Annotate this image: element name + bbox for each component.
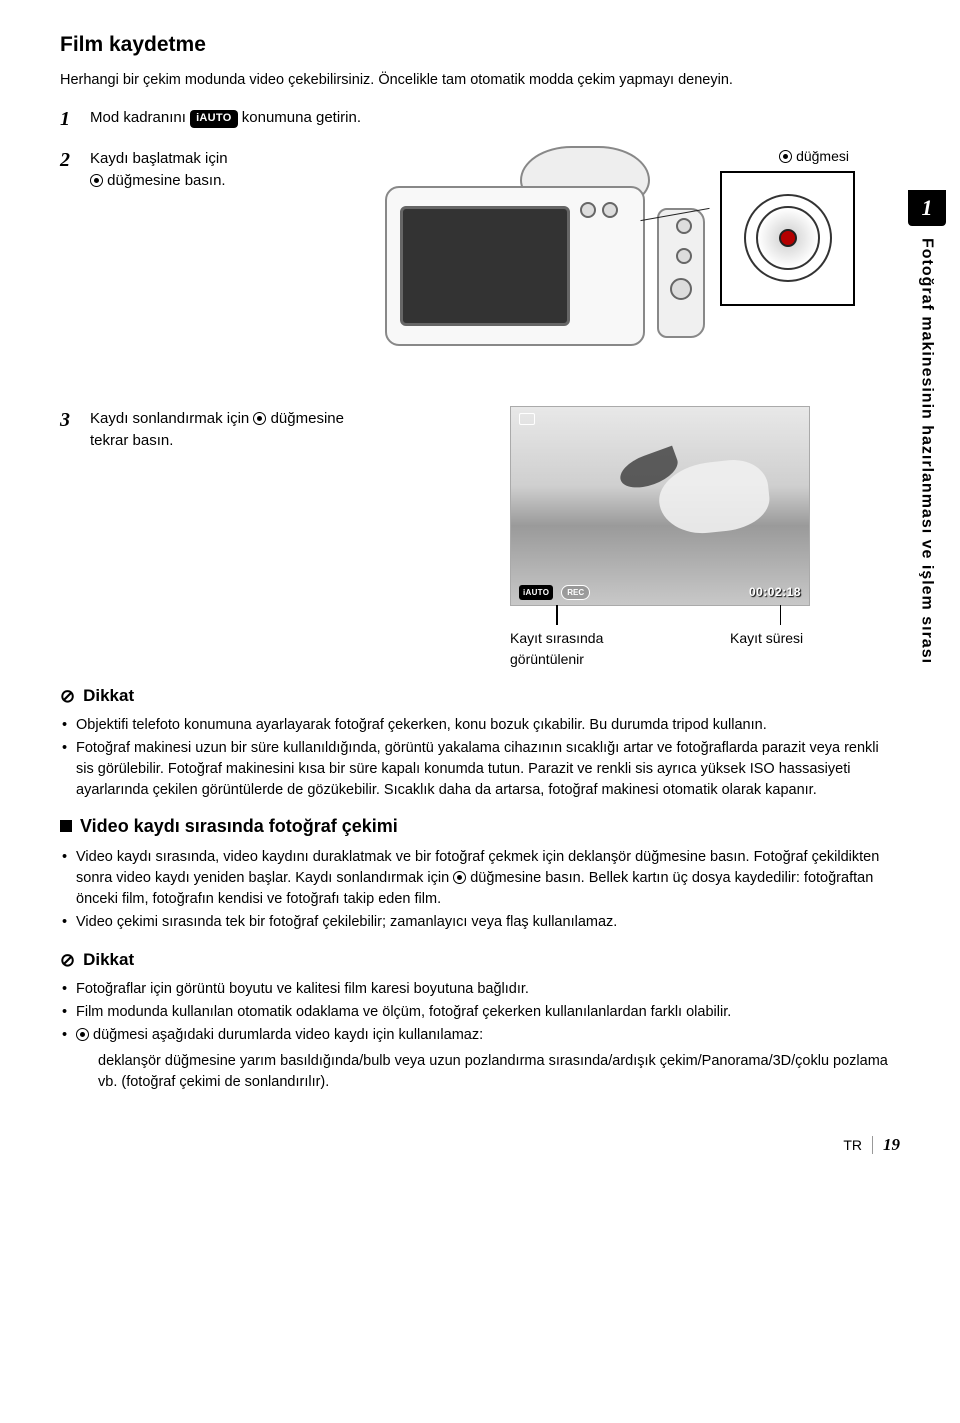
caution-icon: ⊘ bbox=[60, 683, 75, 709]
caution-label: Dikkat bbox=[83, 684, 134, 709]
footer-page: 19 bbox=[883, 1133, 900, 1158]
side-tab-number: 1 bbox=[908, 190, 946, 226]
button-zoom-illustration bbox=[720, 171, 855, 306]
intro-text: Herhangi bir çekim modunda video çekebil… bbox=[60, 70, 900, 91]
lcd-column: iAUTO REC 00:02:18 Kayıt sırasında görün… bbox=[480, 406, 810, 669]
lcd-iauto-badge: iAUTO bbox=[519, 585, 553, 601]
caution-2-b3-text: düğmesi aşağıdaki durumlarda video kaydı… bbox=[89, 1027, 483, 1043]
step-3-block: 3 Kaydı sonlandırmak için düğmesine tekr… bbox=[60, 406, 900, 669]
side-tab: 1 Fotoğraf makinesinin hazırlanması ve i… bbox=[908, 190, 946, 664]
lcd-rec-badge: REC bbox=[561, 585, 590, 601]
caution-icon: ⊘ bbox=[60, 947, 75, 973]
record-icon bbox=[779, 150, 792, 163]
record-icon bbox=[253, 412, 266, 425]
page-footer: TR 19 bbox=[60, 1133, 900, 1158]
side-tab-text: Fotoğraf makinesinin hazırlanması ve işl… bbox=[915, 238, 938, 664]
iauto-badge: iAUTO bbox=[190, 110, 238, 128]
step-3-number: 3 bbox=[60, 406, 90, 452]
record-icon bbox=[76, 1028, 89, 1041]
caution-heading-1: ⊘ Dikkat bbox=[60, 683, 900, 709]
record-icon bbox=[90, 174, 103, 187]
caution-1-list: Objektifi telefoto konumuna ayarlayarak … bbox=[60, 715, 900, 801]
caution-2-item: Fotoğraflar için görüntü boyutu ve kalit… bbox=[60, 979, 900, 1000]
step-3-text: Kaydı sonlandırmak için düğmesine tekrar… bbox=[90, 406, 344, 452]
subheading: Video kaydı sırasında fotoğraf çekimi bbox=[60, 813, 900, 839]
lcd-label-left: Kayıt sırasında görüntülenir bbox=[510, 628, 640, 669]
lcd-preview: iAUTO REC 00:02:18 bbox=[510, 406, 810, 606]
step-1-number: 1 bbox=[60, 105, 90, 134]
caution-2-list: Fotoğraflar için görüntü boyutu ve kalit… bbox=[60, 979, 900, 1046]
video-bullet-2: Video çekimi sırasında tek bir fotoğraf … bbox=[60, 912, 900, 933]
step-3-line2: tekrar basın. bbox=[90, 432, 173, 449]
camera-illustration bbox=[370, 146, 710, 376]
page-title: Film kaydetme bbox=[60, 30, 900, 60]
caution-2-item: Film modunda kullanılan otomatik odaklam… bbox=[60, 1002, 900, 1023]
lcd-time: 00:02:18 bbox=[749, 584, 801, 601]
caution-1-item: Fotoğraf makinesi uzun bir süre kullanıl… bbox=[60, 738, 900, 801]
step-1: 1 Mod kadranını iAUTO konumuna getirin. bbox=[60, 105, 900, 134]
step-2-line2: düğmesine basın. bbox=[103, 172, 226, 189]
caution-heading-2: ⊘ Dikkat bbox=[60, 947, 900, 973]
video-bullet-1: Video kaydı sırasında, video kaydını dur… bbox=[60, 847, 900, 910]
caution-label: Dikkat bbox=[83, 948, 134, 973]
record-icon bbox=[453, 871, 466, 884]
caution-2-item-3: düğmesi aşağıdaki durumlarda video kaydı… bbox=[60, 1025, 900, 1046]
subheading-text: Video kaydı sırasında fotoğraf çekimi bbox=[80, 813, 398, 839]
footer-lang: TR bbox=[843, 1135, 862, 1155]
step-1-pre: Mod kadranını bbox=[90, 109, 190, 126]
step-1-post: konumuna getirin. bbox=[238, 109, 361, 126]
lcd-mode-icon bbox=[519, 413, 535, 425]
step-2-text: Kaydı başlatmak için düğmesine basın. bbox=[90, 146, 228, 192]
step-2-number: 2 bbox=[60, 146, 90, 192]
square-bullet-icon bbox=[60, 820, 72, 832]
step-2-line1: Kaydı başlatmak için bbox=[90, 150, 228, 167]
footer-divider bbox=[872, 1136, 873, 1154]
step-3-post: düğmesine bbox=[266, 410, 344, 427]
step-2-block: 2 Kaydı başlatmak için düğmesine basın. … bbox=[60, 146, 900, 376]
caution-2-sub: deklanşör düğmesine yarım basıldığında/b… bbox=[60, 1051, 900, 1093]
caution-1-item: Objektifi telefoto konumuna ayarlayarak … bbox=[60, 715, 900, 736]
step-3-pre: Kaydı sonlandırmak için bbox=[90, 410, 253, 427]
lcd-label-right: Kayıt süresi bbox=[730, 628, 803, 669]
step-1-text: Mod kadranını iAUTO konumuna getirin. bbox=[90, 105, 361, 134]
zoom-button-label: düğmesi bbox=[796, 146, 855, 166]
video-bullets: Video kaydı sırasında, video kaydını dur… bbox=[60, 847, 900, 933]
